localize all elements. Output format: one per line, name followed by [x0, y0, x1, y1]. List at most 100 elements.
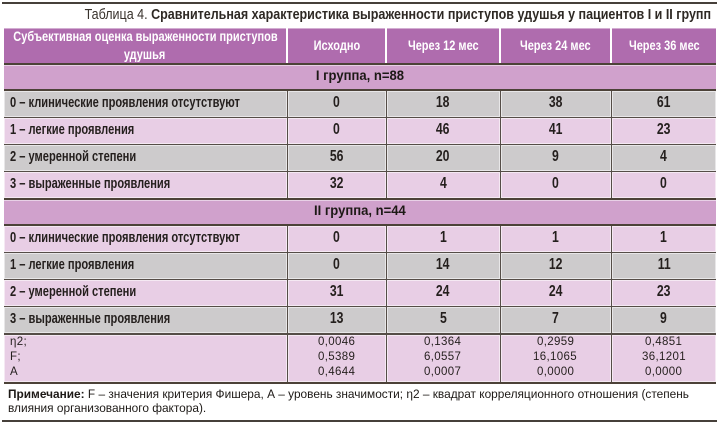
column-header-baseline: Исходно — [286, 28, 386, 65]
table-title: Сравнительная характеристика выраженност… — [151, 6, 712, 23]
cell-value: 24 — [385, 279, 501, 307]
cell-value: 5 — [385, 306, 501, 335]
stats-row: η2; F; А 0,0046 0,5389 0,4644 0,1364 6,0… — [4, 333, 716, 384]
stat-value-line: 36,1201 — [641, 350, 686, 363]
column-header-text: Через 24 мес — [520, 36, 591, 53]
row-label: 2 – умеренной степени — [4, 144, 288, 172]
cell-value-text: 0 — [333, 93, 340, 111]
table-row: 0 – клинические проявления отсутствуют 0… — [4, 224, 716, 253]
cell-value: 4 — [610, 144, 716, 172]
stats-value: 0,0046 0,5389 0,4644 — [286, 333, 387, 384]
cell-value-text: 1 — [552, 228, 559, 246]
cell-value: 0 — [499, 171, 612, 200]
row-label-text: 2 – умеренной степени — [10, 283, 137, 300]
row-label: 0 – клинические проявления отсутствуют — [4, 224, 288, 253]
top-rule — [2, 2, 717, 4]
note-text: F – значения критерия Фишера, А – уровен… — [8, 386, 689, 414]
cell-value: 31 — [286, 279, 387, 307]
cell-value: 9 — [499, 144, 612, 172]
cell-value: 0 — [286, 117, 387, 145]
stat-value-line: 0,1364 — [424, 335, 462, 348]
cell-value-text: 38 — [548, 93, 563, 111]
table-caption: Таблица 4. Сравнительная характеристика … — [0, 5, 720, 24]
row-label-text: 1 – легкие проявления — [10, 256, 135, 273]
cell-value-text: 46 — [436, 120, 450, 138]
cell-value-text: 23 — [656, 120, 671, 138]
stat-value-line: 0,0000 — [645, 366, 683, 379]
table-row: 3 – выраженные проявления 32 4 0 0 — [4, 171, 716, 200]
row-label-text: 2 – умеренной степени — [10, 148, 137, 165]
column-header-label: Субъективная оценка выраженности приступ… — [4, 28, 287, 65]
cell-value-text: 14 — [436, 255, 450, 273]
stat-value-line: 0,4851 — [645, 335, 683, 348]
cell-value-text: 23 — [656, 282, 671, 300]
row-label-text: 3 – выраженные проявления — [10, 310, 171, 327]
stat-value-line: 6,0557 — [424, 350, 462, 363]
cell-value: 56 — [286, 144, 387, 172]
row-label-text: 0 – клинические проявления отсутствуют — [10, 229, 240, 246]
column-header-24mo: Через 24 мес — [499, 28, 611, 65]
cell-value: 7 — [499, 306, 612, 335]
group-header-text: II группа, n=44 — [314, 202, 406, 219]
cell-value: 11 — [610, 252, 716, 280]
cell-value: 4 — [385, 171, 501, 200]
cell-value-text: 32 — [329, 174, 344, 192]
cell-value: 0 — [286, 224, 387, 253]
cell-value: 13 — [286, 306, 387, 335]
cell-value: 0 — [286, 89, 387, 118]
cell-value-text: 11 — [657, 255, 671, 273]
cell-value: 0 — [286, 252, 387, 280]
cell-value-text: 24 — [548, 282, 563, 300]
table-row: 0 – клинические проявления отсутствуют 0… — [4, 89, 716, 118]
column-header-text: Через 36 мес — [628, 36, 700, 53]
cell-value: 46 — [385, 117, 501, 145]
cell-value: 41 — [499, 117, 612, 145]
cell-value-text: 1 — [439, 228, 447, 246]
cell-value-text: 0 — [660, 174, 668, 192]
stat-value-line: 0,0046 — [317, 335, 356, 348]
row-label: 1 – легкие проявления — [4, 252, 288, 280]
column-header-36mo: Через 36 мес — [610, 28, 716, 65]
row-label: 3 – выраженные проявления — [4, 306, 288, 335]
cell-value: 14 — [385, 252, 501, 280]
column-header-text: удушья — [124, 45, 166, 62]
stat-value-line: 0,5389 — [317, 350, 356, 363]
row-label: 1 – легкие проявления — [4, 117, 288, 145]
cell-value-text: 61 — [656, 93, 671, 111]
group-2-header-row: II группа, n=44 — [4, 198, 716, 226]
row-label-text: 3 – выраженные проявления — [10, 175, 171, 192]
cell-value: 9 — [610, 306, 716, 335]
stat-label-line: А — [10, 366, 19, 379]
column-header-text: Исходно — [313, 36, 360, 53]
cell-value-text: 12 — [548, 255, 563, 273]
table-number: Таблица 4. — [84, 6, 148, 23]
stat-value-line: 0,0007 — [424, 366, 462, 379]
cell-value-text: 0 — [333, 255, 340, 273]
cell-value-text: 31 — [329, 282, 344, 300]
cell-value-text: 9 — [660, 309, 668, 327]
cell-value: 1 — [610, 224, 716, 253]
cell-value: 61 — [610, 89, 716, 118]
table-row: 1 – легкие проявления 0 46 41 23 — [4, 117, 716, 145]
cell-value: 1 — [385, 224, 501, 253]
table-row: 1 – легкие проявления 0 14 12 11 — [4, 252, 716, 280]
data-table: Субъективная оценка выраженности приступ… — [4, 28, 716, 384]
column-header-text: Через 12 мес — [407, 36, 479, 53]
cell-value-text: 5 — [439, 309, 447, 327]
row-label-text: 0 – клинические проявления отсутствуют — [10, 94, 240, 111]
bottom-rule — [2, 420, 717, 422]
cell-value: 23 — [610, 279, 716, 307]
cell-value: 0 — [610, 171, 716, 200]
cell-value-text: 56 — [329, 147, 344, 165]
header-row: Субъективная оценка выраженности приступ… — [4, 28, 716, 65]
cell-value-text: 0 — [333, 120, 340, 138]
cell-value-text: 9 — [552, 147, 559, 165]
group-2-header: II группа, n=44 — [4, 198, 716, 226]
cell-value: 38 — [499, 89, 612, 118]
cell-value: 20 — [385, 144, 501, 172]
cell-value-text: 7 — [552, 309, 559, 327]
cell-value: 32 — [286, 171, 387, 200]
cell-value: 12 — [499, 252, 612, 280]
cell-value: 18 — [385, 89, 501, 118]
column-header-text: Субъективная оценка выраженности приступ… — [12, 28, 278, 45]
